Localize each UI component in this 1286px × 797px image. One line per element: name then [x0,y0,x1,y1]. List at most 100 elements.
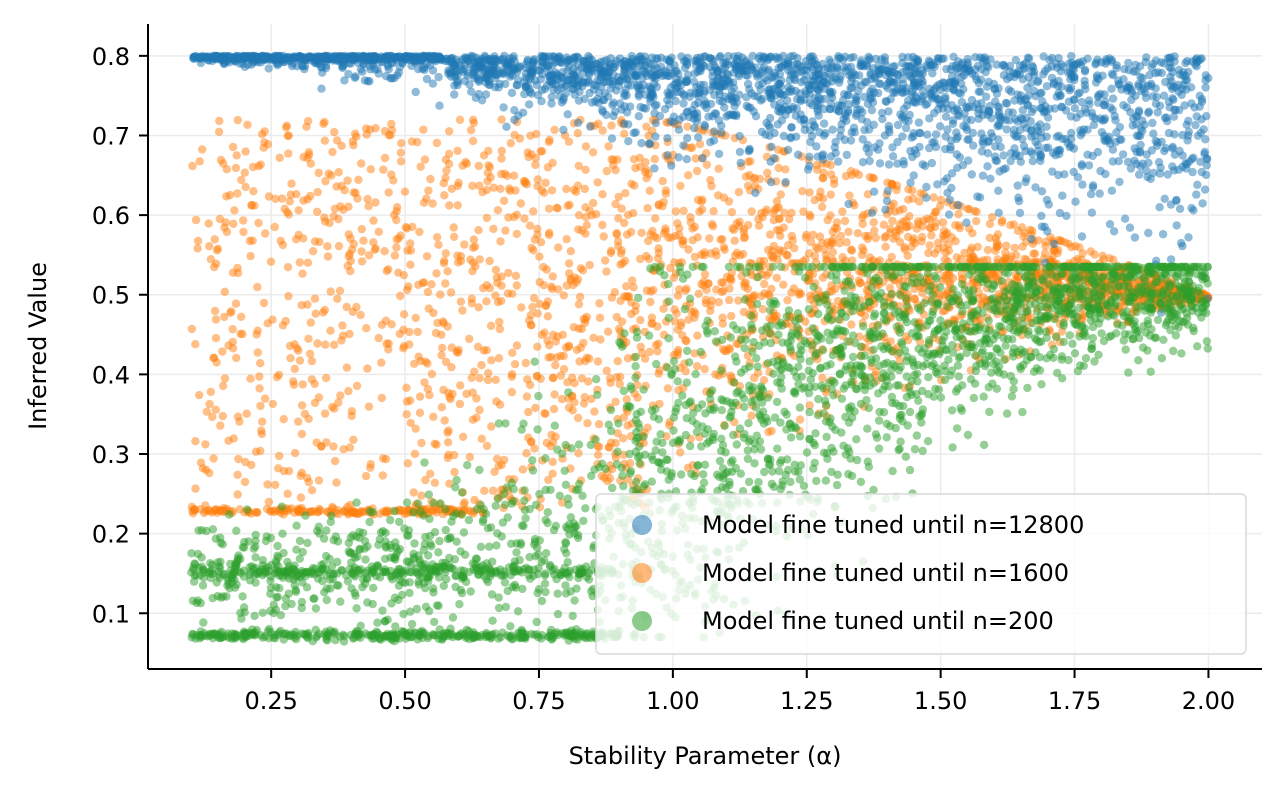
scatter-point [210,262,219,272]
scatter-point [539,281,549,290]
scatter-point [805,152,814,161]
scatter-point [399,344,408,353]
scatter-point [588,148,598,157]
scatter-point [440,416,449,425]
scatter-point [329,340,339,349]
scatter-point [673,325,682,334]
scatter-point [253,348,262,357]
scatter-point [616,296,625,305]
scatter-point [651,214,660,223]
scatter-point [1100,114,1110,123]
scatter-point [930,249,939,258]
scatter-point [588,198,598,208]
scatter-point [363,364,372,373]
scatter-point [236,329,245,338]
scatter-point [615,379,624,389]
scatter-point [323,252,333,261]
scatter-point [650,79,659,88]
scatter-point [1080,80,1090,90]
scatter-point [405,396,415,405]
scatter-point [343,176,352,185]
scatter-point [496,237,505,246]
scatter-point [374,333,383,343]
scatter-point [529,294,539,303]
scatter-point [915,197,924,206]
scatter-point [1069,167,1078,177]
scatter-point [384,188,393,197]
scatter-point [427,280,436,289]
scatter-point [925,241,934,250]
scatter-point [983,245,993,255]
scatter-point [631,306,640,316]
scatter-point [647,319,656,328]
scatter-point [815,232,825,241]
scatter-point [722,272,732,282]
scatter-point [941,248,950,257]
scatter-point [361,471,371,481]
scatter-point [294,346,303,355]
scatter-point [524,407,533,417]
scatter-point [808,230,818,240]
scatter-point [512,281,521,290]
scatter-point [453,181,462,191]
scatter-point [193,244,202,253]
scatter-point [369,216,378,225]
scatter-point [586,122,595,131]
scatter-point [357,247,366,256]
scatter-point [533,230,542,239]
scatter-point [239,216,248,225]
scatter-point [776,190,785,199]
scatter-point [342,302,351,312]
scatter-point [684,171,693,180]
scatter-point [411,313,420,323]
scatter-point [574,449,583,458]
scatter-point [417,438,426,448]
scatter-point [894,225,903,234]
scatter-point [923,214,932,223]
scatter-point [479,284,488,293]
scatter-point [506,139,515,148]
scatter-point [226,308,235,317]
scatter-point [933,180,942,189]
scatter-point [564,394,573,403]
scatter-point [637,348,647,358]
scatter-point [1158,230,1168,239]
scatter-point [708,222,718,231]
scatter-point [698,195,707,204]
scatter-point [443,428,452,437]
scatter-point [508,289,517,298]
scatter-point [406,246,416,255]
scatter-point [447,343,456,352]
scatter-point [332,136,342,145]
scatter-point [1017,223,1027,232]
scatter-point [248,162,258,172]
scatter-point [694,133,703,142]
scatter-point [637,228,646,237]
scatter-point [584,377,593,386]
scatter-point [646,230,655,239]
scatter-point [253,282,262,292]
scatter-point [321,176,330,186]
scatter-point [871,233,880,243]
scatter-point [840,90,849,99]
scatter-point [209,353,219,362]
scatter-point [814,93,823,102]
scatter-point [231,299,241,308]
scatter-point [844,100,854,109]
scatter-point [470,242,480,251]
scatter-point [437,330,446,339]
scatter-point [1071,197,1080,206]
scatter-point [470,495,479,505]
scatter-point [491,265,501,275]
scatter-point [580,184,589,194]
scatter-point [617,204,626,213]
scatter-point [629,155,639,164]
scatter-point [512,341,522,350]
scatter-point [484,161,493,170]
scatter-point [732,248,742,257]
scatter-point [637,139,646,148]
scatter-point [290,340,299,349]
scatter-point [231,163,241,173]
scatter-point [487,422,496,431]
